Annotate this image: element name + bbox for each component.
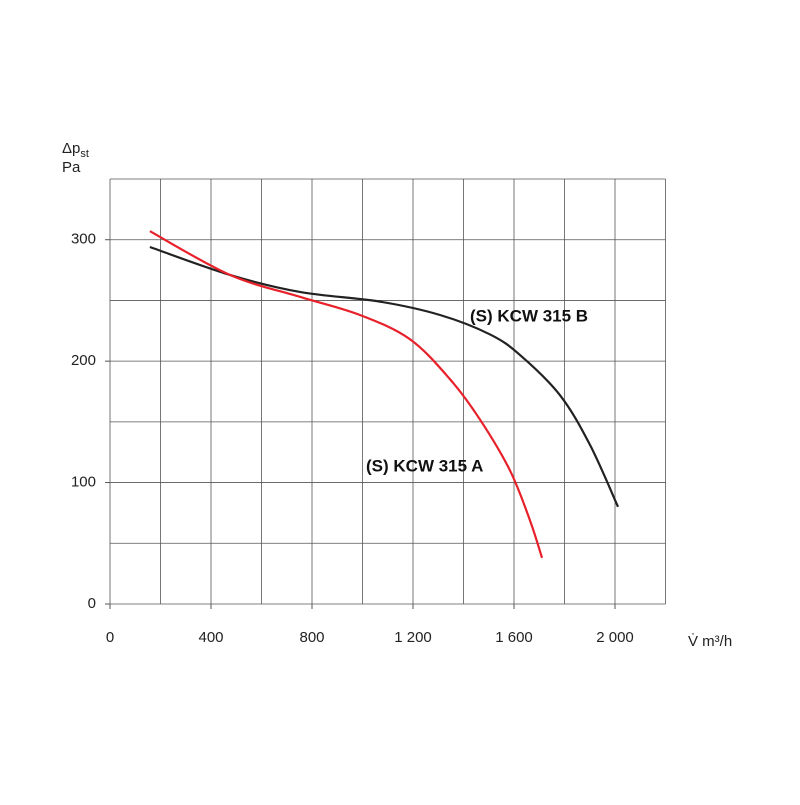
y-label-main: Δp — [62, 140, 80, 157]
x-tick-label: 400 — [198, 629, 223, 646]
curve — [149, 245, 620, 508]
series-label: (S) KCW 315 A — [366, 456, 483, 475]
y-axis-label: Δpst — [62, 140, 89, 160]
y-label-sub: st — [80, 148, 89, 160]
y-unit: Pa — [62, 159, 81, 176]
x-tick-label: 0 — [106, 629, 114, 646]
curve — [149, 230, 544, 559]
x-tick-label: 1 200 — [394, 629, 432, 646]
y-tick-label: 100 — [71, 474, 96, 491]
y-tick-label: 300 — [71, 231, 96, 248]
y-tick-label: 0 — [88, 595, 96, 612]
x-axis-label: V̇ m³/h — [688, 633, 732, 650]
series-label: (S) KCW 315 B — [470, 306, 588, 325]
y-tick-label: 200 — [71, 352, 96, 369]
x-tick-label: 2 000 — [596, 629, 634, 646]
x-tick-label: 800 — [299, 629, 324, 646]
x-tick-label: 1 600 — [495, 629, 533, 646]
